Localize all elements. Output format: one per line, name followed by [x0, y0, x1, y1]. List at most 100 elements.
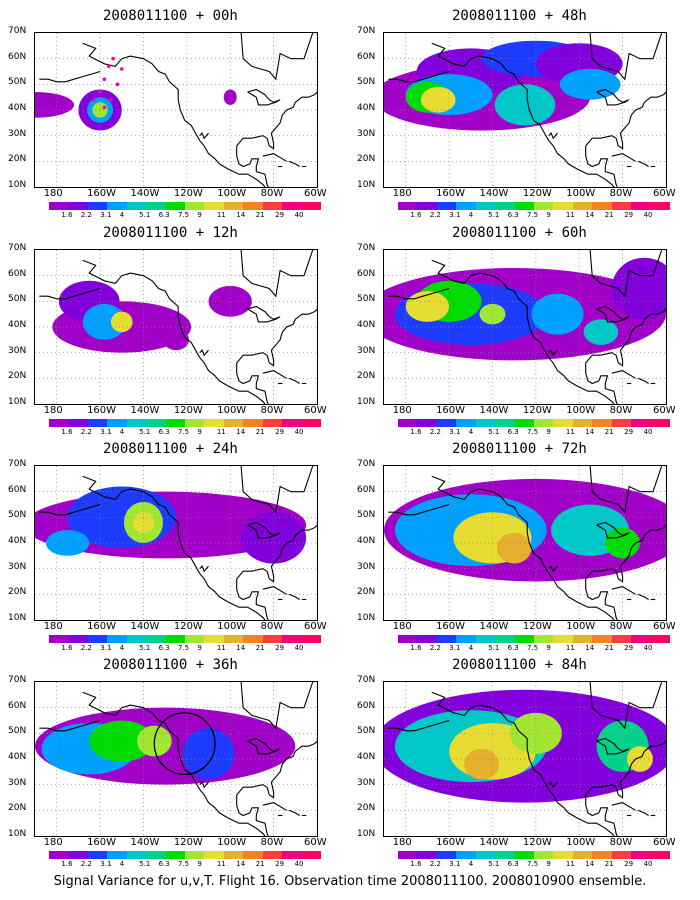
- colorbar-label: 1.6: [61, 428, 73, 436]
- latitude-label: 30N: [357, 561, 376, 572]
- variance-map: [383, 32, 667, 188]
- longitude-label: 180: [392, 837, 412, 848]
- longitude-label: 160W: [436, 188, 466, 199]
- coastline: [589, 682, 663, 730]
- observation-point: [102, 77, 107, 81]
- latitude-label: 10N: [8, 180, 27, 190]
- longitude-label: 180: [392, 621, 412, 632]
- latitude-label: 70N: [357, 26, 376, 36]
- observation-point: [119, 67, 124, 71]
- colorbar-label: 2.2: [429, 644, 441, 652]
- colorbar-label: 7.5: [178, 428, 190, 436]
- panel-title: 2008011100 + 00h: [103, 8, 238, 24]
- coastline: [596, 305, 630, 323]
- coastline: [388, 70, 450, 83]
- colorbar-label: 7.5: [527, 644, 539, 652]
- longitude-label: 180: [43, 621, 63, 632]
- variance-map: [383, 465, 667, 621]
- coastline: [589, 466, 663, 514]
- panel-title: 2008011100 + 24h: [103, 441, 238, 457]
- colorbar-label: 5.1: [488, 211, 500, 219]
- observation-point: [106, 64, 111, 69]
- variance-contour: [509, 712, 562, 754]
- coastline: [236, 524, 317, 583]
- colorbar-label: 5.1: [488, 644, 500, 652]
- latitude-label: 70N: [8, 26, 27, 36]
- colorbar-label: 4: [468, 644, 474, 652]
- colorbar-label: 9: [197, 860, 202, 868]
- colorbar-label: 40: [294, 428, 304, 436]
- longitude-label: 140W: [130, 837, 160, 848]
- latitude-label: 70N: [8, 459, 27, 469]
- colorbar-label: 6.3: [507, 211, 519, 219]
- longitude-label: 60W: [653, 405, 676, 416]
- coastline: [611, 586, 636, 595]
- longitude-label: 140W: [130, 621, 160, 632]
- coastline: [247, 305, 281, 323]
- latitude-label: 40N: [357, 103, 376, 113]
- colorbar-label: 2.2: [80, 860, 92, 868]
- longitude-label: 100W: [566, 188, 596, 199]
- latitude-label: 20N: [8, 803, 27, 814]
- coastline: [596, 521, 630, 539]
- colorbar-label: 29: [275, 644, 285, 652]
- longitude-label: 140W: [130, 405, 160, 416]
- latitude-label: 30N: [8, 561, 27, 572]
- coastline: [585, 524, 666, 583]
- colorbar: [398, 851, 670, 859]
- colorbar-label: 5.1: [488, 860, 500, 868]
- variance-map: [34, 32, 318, 188]
- latitude-label: 40N: [357, 320, 376, 330]
- coastline: [236, 740, 317, 799]
- longitude-label: 80W: [609, 405, 633, 416]
- longitude-label: 140W: [479, 405, 509, 416]
- coastline: [585, 794, 618, 836]
- latitude-label: 10N: [357, 613, 376, 623]
- longitude-label: 100W: [566, 621, 596, 632]
- colorbar-label: 7.5: [178, 860, 190, 868]
- latitude-label: 40N: [8, 752, 27, 762]
- colorbar-label: 7.5: [527, 860, 539, 868]
- colorbar-label: 29: [275, 211, 285, 219]
- colorbar-label: 1.6: [61, 211, 73, 219]
- latitude-label: 70N: [8, 243, 27, 253]
- colorbar-label: 14: [236, 860, 246, 868]
- colorbar-label: 21: [604, 211, 614, 219]
- longitude-label: 60W: [304, 188, 327, 199]
- colorbar-label: 4: [119, 428, 125, 436]
- colorbar-label: 40: [643, 860, 653, 868]
- colorbar-label: 40: [294, 860, 304, 868]
- colorbar-label: 3.1: [100, 860, 112, 868]
- coastline: [637, 809, 649, 816]
- colorbar-label: 9: [197, 644, 202, 652]
- latitude-label: 50N: [8, 510, 27, 521]
- latitude-label: 50N: [357, 77, 376, 88]
- longitude-label: 140W: [479, 188, 509, 199]
- longitude-label: 140W: [479, 837, 509, 848]
- colorbar-label: 14: [585, 644, 595, 652]
- colorbar-label: 21: [604, 644, 614, 652]
- coastline: [585, 362, 618, 404]
- longitude-label: 80W: [609, 188, 633, 199]
- map-canvas: [35, 33, 317, 187]
- coastline: [585, 145, 618, 187]
- longitude-label: 120W: [173, 621, 203, 632]
- colorbar-label: 1.6: [61, 644, 73, 652]
- colorbar-label: 3.1: [449, 428, 461, 436]
- colorbar-label: 11: [565, 644, 575, 652]
- latitude-label: 10N: [8, 829, 27, 839]
- colorbar-label: 1.6: [410, 644, 422, 652]
- colorbar-label: 9: [546, 428, 551, 436]
- latitude-label: 70N: [8, 675, 27, 685]
- colorbar-label: 14: [236, 644, 246, 652]
- coastline: [585, 740, 666, 799]
- coastline: [39, 719, 101, 732]
- latitude-label: 60N: [8, 51, 27, 62]
- latitude-label: 20N: [357, 587, 376, 598]
- latitude-label: 20N: [357, 371, 376, 382]
- colorbar-label: 2.2: [429, 211, 441, 219]
- colorbar-label: 11: [216, 211, 226, 219]
- coastline: [199, 565, 209, 573]
- longitude-label: 100W: [566, 405, 596, 416]
- panel-title: 2008011100 + 36h: [103, 657, 238, 673]
